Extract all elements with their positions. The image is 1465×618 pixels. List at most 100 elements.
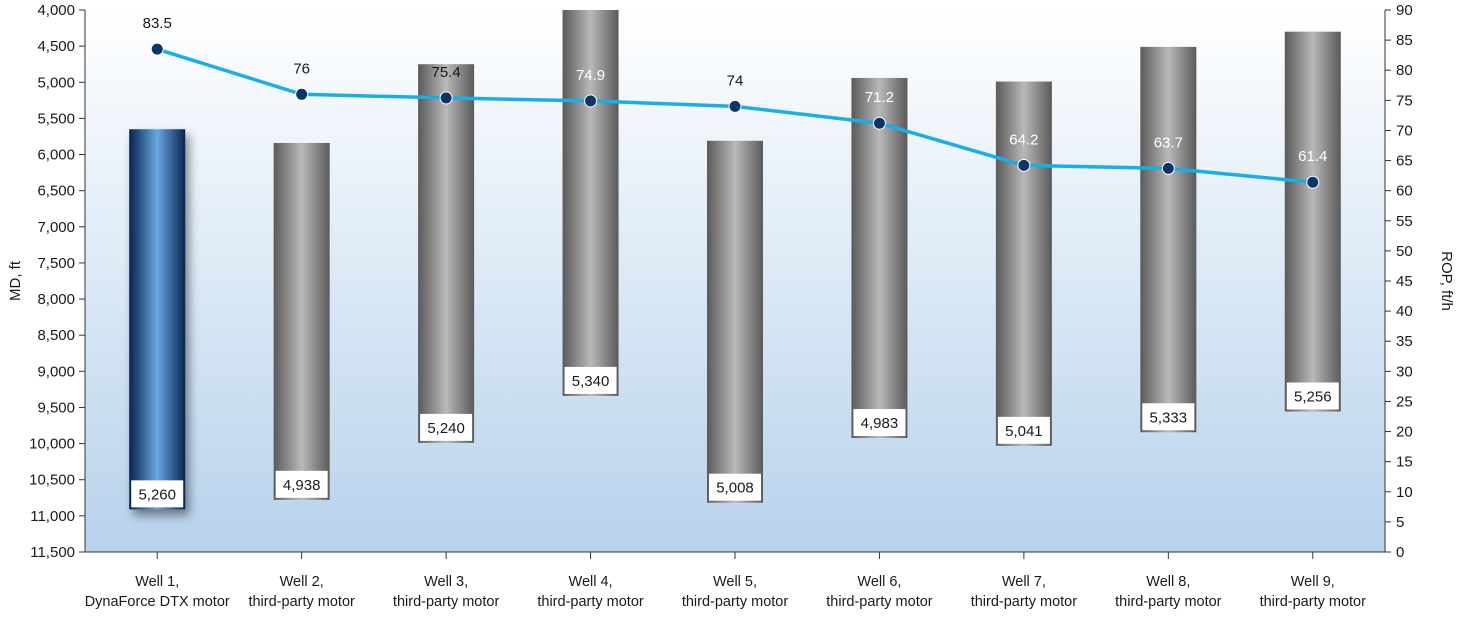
- interval-label-box: [131, 480, 184, 508]
- interval-label-box: [275, 470, 328, 498]
- md-bar: [1140, 46, 1197, 433]
- rop-point: [584, 94, 598, 108]
- interval-label-box: [420, 413, 473, 441]
- x-category-label: Well 8,: [1146, 574, 1190, 590]
- rop-point: [439, 91, 453, 105]
- right-axis-tick-label: 10: [1396, 484, 1413, 501]
- x-category-label: third-party motor: [682, 594, 789, 610]
- left-axis-tick-label: 11,500: [30, 544, 75, 561]
- rop-value-label: 63.7: [1154, 134, 1183, 151]
- rop-value-label: 71.2: [865, 89, 894, 106]
- x-category-label: third-party motor: [1115, 594, 1222, 610]
- right-axis-tick-label: 75: [1396, 92, 1413, 109]
- rop-point: [1161, 161, 1175, 175]
- left-axis-tick-label: 10,500: [29, 472, 75, 489]
- rop-point: [1017, 158, 1031, 172]
- rop-value-label: 75.4: [432, 64, 461, 81]
- interval-label: 4,983: [861, 415, 899, 432]
- interval-label: 5,041: [1005, 423, 1043, 440]
- md-bar: [273, 142, 330, 500]
- right-axis-tick-label: 5: [1396, 514, 1404, 531]
- interval-label: 5,240: [427, 420, 465, 437]
- right-axis-tick-label: 60: [1396, 183, 1413, 200]
- x-category-label: Well 2,: [280, 574, 324, 590]
- x-category-label: third-party motor: [537, 594, 644, 610]
- bars-layer: 5,260 4,938 5,240 5,340 5,008 4,983 5,041 5,333…: [129, 10, 1341, 510]
- rop-point: [295, 87, 309, 101]
- interval-label-box: [564, 366, 617, 394]
- right-axis-tick-label: 20: [1396, 424, 1413, 441]
- left-axis-tick-label: 6,000: [37, 147, 75, 164]
- interval-label: 5,333: [1150, 409, 1188, 426]
- rop-value-label: 74.9: [576, 67, 605, 84]
- x-category-label: third-party motor: [971, 594, 1078, 610]
- md-bar: [851, 77, 908, 439]
- x-category-label: third-party motor: [393, 594, 500, 610]
- md-bar: [707, 140, 763, 503]
- rop-point: [150, 42, 164, 56]
- rop-value-label: 64.2: [1009, 131, 1038, 148]
- interval-label-box: [1142, 403, 1195, 431]
- right-axis-tick-label: 65: [1396, 153, 1413, 170]
- interval-label: 5,260: [138, 486, 176, 503]
- left-axis-tick-label: 8,500: [37, 327, 75, 344]
- left-axis-tick-label: 9,500: [37, 399, 75, 416]
- right-axis-tick-label: 85: [1396, 32, 1413, 49]
- x-category-label: DynaForce DTX motor: [85, 594, 230, 610]
- left-axis-tick-label: 6,500: [37, 183, 75, 200]
- md-bar-highlight: [129, 129, 186, 510]
- axes-layer: 4,000 4,500 5,000 5,500 6,000 6,500 7,000 7,500…: [29, 2, 1413, 610]
- rop-point: [872, 116, 886, 130]
- x-category-label: Well 4,: [569, 574, 613, 590]
- x-category-label: Well 5,: [713, 574, 757, 590]
- interval-label-box: [709, 473, 761, 501]
- rop-line-layer: 83.5 76 75.4 74.9 74 71.2 64.2 63.7 61.4: [143, 15, 1327, 189]
- left-axis-tick-label: 5,500: [37, 110, 75, 127]
- left-axis-title: MD, ft: [7, 260, 24, 301]
- left-axis-tick-label: 4,500: [37, 38, 75, 55]
- interval-label-box: [1286, 382, 1339, 410]
- md-bar: [1284, 31, 1341, 412]
- right-axis-tick-label: 45: [1396, 273, 1413, 290]
- right-axis-tick-label: 40: [1396, 303, 1413, 320]
- right-axis-tick-label: 50: [1396, 243, 1413, 260]
- left-axis-tick-label: 9,000: [37, 363, 75, 380]
- right-axis-tick-label: 15: [1396, 454, 1413, 471]
- rop-value-label: 76: [293, 60, 310, 77]
- left-axis-tick-label: 11,000: [30, 508, 75, 525]
- left-axis-tick-label: 8,000: [37, 291, 75, 308]
- interval-label-box: [853, 409, 906, 437]
- x-category-label: Well 6,: [857, 574, 901, 590]
- right-axis-tick-label: 0: [1396, 544, 1404, 561]
- interval-label-box: [997, 416, 1050, 444]
- md-bar: [562, 10, 619, 396]
- right-axis-title: ROP, ft/h: [1438, 251, 1455, 311]
- rop-point: [1306, 175, 1320, 189]
- right-axis-tick-label: 55: [1396, 213, 1413, 230]
- x-category-label: Well 1,: [135, 574, 179, 590]
- right-axis-tick-label: 25: [1396, 393, 1413, 410]
- left-axis-tick-label: 4,000: [37, 2, 75, 19]
- left-axis-tick-label: 5,000: [37, 74, 75, 91]
- interval-label: 5,340: [572, 373, 610, 390]
- x-category-label: third-party motor: [248, 594, 355, 610]
- x-category-label: Well 9,: [1291, 574, 1335, 590]
- right-axis-tick-label: 80: [1396, 62, 1413, 79]
- rop-value-label: 61.4: [1298, 148, 1327, 165]
- md-bar: [418, 64, 475, 443]
- rop-value-label: 74: [727, 72, 744, 89]
- x-category-label: third-party motor: [1260, 594, 1367, 610]
- left-axis-tick-label: 10,000: [29, 436, 75, 453]
- right-axis-tick-label: 35: [1396, 333, 1413, 350]
- x-category-label: Well 3,: [424, 574, 468, 590]
- md-bar: [995, 81, 1052, 446]
- x-category-label: Well 7,: [1002, 574, 1046, 590]
- right-axis-tick-label: 90: [1396, 2, 1413, 19]
- rop-value-label: 83.5: [143, 15, 172, 32]
- interval-label: 5,256: [1294, 389, 1332, 406]
- left-axis-tick-label: 7,000: [37, 219, 75, 236]
- x-category-label: third-party motor: [826, 594, 933, 610]
- right-axis-tick-label: 30: [1396, 363, 1413, 380]
- rop-point: [728, 99, 742, 113]
